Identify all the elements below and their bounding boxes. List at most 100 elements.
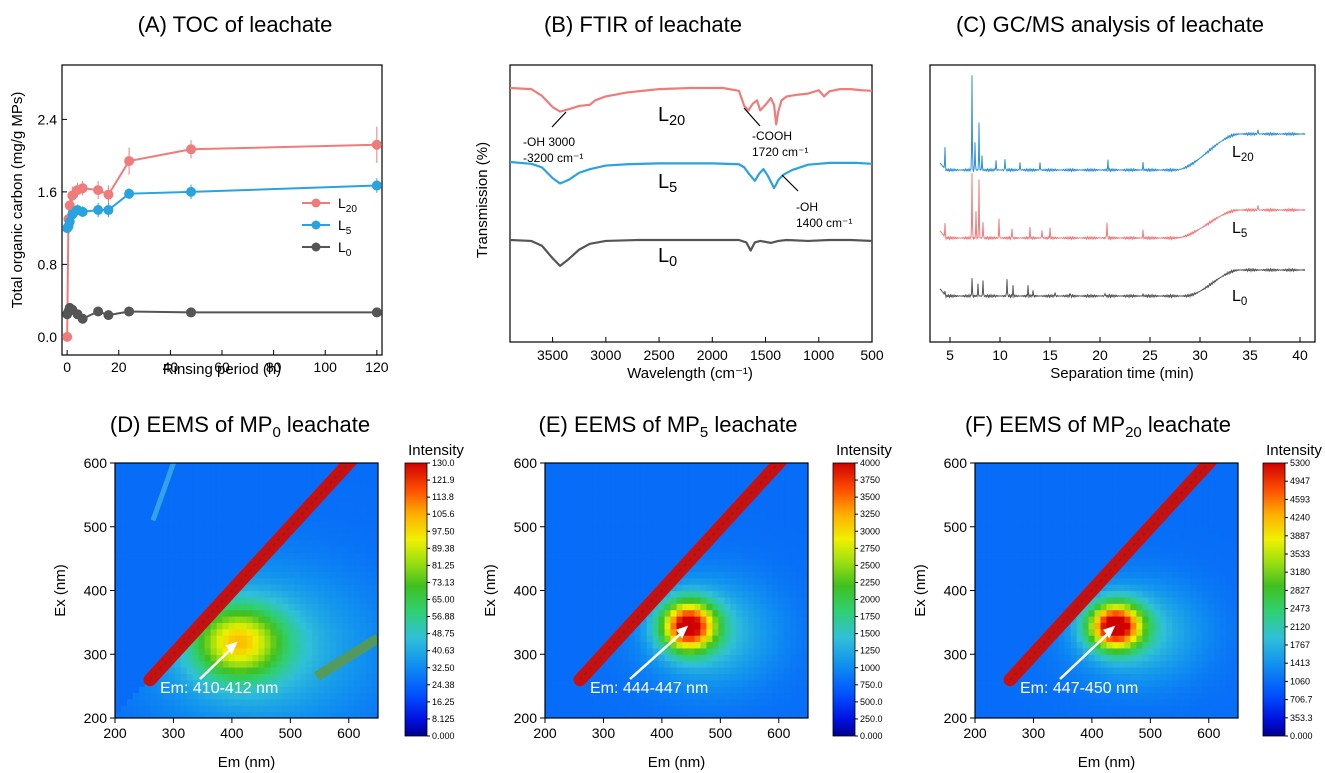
heatmap-cell xyxy=(760,686,767,694)
heatmap-cell xyxy=(258,539,266,547)
heatmap-cell xyxy=(1004,469,1012,477)
heatmap-cell xyxy=(754,698,761,706)
heatmap-cell xyxy=(138,514,146,521)
heatmap-cell xyxy=(144,552,152,560)
heatmap-cell xyxy=(192,711,200,718)
heatmap-cell xyxy=(640,711,648,718)
heatmap-cell xyxy=(1106,501,1114,509)
heatmap-cell xyxy=(192,469,200,477)
heatmap-cell xyxy=(1124,628,1132,636)
heatmap-cell xyxy=(1028,507,1036,515)
heatmap-cell xyxy=(550,628,558,636)
heatmap-cell xyxy=(1064,628,1072,636)
data-point xyxy=(124,306,135,317)
heatmap-cell xyxy=(372,463,378,470)
heatmap-cell xyxy=(748,520,755,528)
heatmap-cell xyxy=(1094,660,1102,668)
heatmap-cell xyxy=(246,482,254,490)
heatmap-cell xyxy=(736,635,743,643)
heatmap-cell xyxy=(766,571,773,579)
heatmap-cell xyxy=(664,647,672,655)
heatmap-cell xyxy=(604,628,612,636)
heatmap-cell xyxy=(168,494,176,502)
heatmap-cell xyxy=(634,603,642,611)
heatmap-cell xyxy=(258,533,266,541)
heatmap-cell xyxy=(294,488,301,496)
heatmap-cell xyxy=(1064,463,1072,470)
heatmap-cell xyxy=(318,590,325,598)
heatmap-cell xyxy=(1022,622,1030,630)
heatmap-cell xyxy=(718,577,725,585)
heatmap-cell xyxy=(252,488,260,496)
heatmap-cell xyxy=(574,622,582,630)
heatmap-cell xyxy=(276,667,283,674)
heatmap-cell xyxy=(682,679,690,687)
heatmap-cell xyxy=(312,641,319,649)
heatmap-cell xyxy=(754,673,761,681)
heatmap-cell xyxy=(622,660,630,668)
heatmap-cell xyxy=(354,686,361,694)
heatmap-cell xyxy=(186,565,194,572)
heatmap-cell xyxy=(664,705,672,713)
heatmap-cell xyxy=(366,711,373,718)
heatmap-cell xyxy=(802,539,808,547)
heatmap-cell xyxy=(138,596,146,604)
heatmap-cell xyxy=(306,526,313,534)
heatmap-cell xyxy=(180,686,188,694)
heatmap-cell xyxy=(354,667,361,674)
heatmap-cell xyxy=(1052,526,1060,534)
heatmap-cell xyxy=(784,488,791,496)
heatmap-cell xyxy=(736,667,743,674)
heatmap-cell xyxy=(282,609,289,617)
heatmap-cell xyxy=(1082,673,1090,681)
heatmap-cell xyxy=(306,558,313,566)
heatmap-cell xyxy=(126,501,134,509)
colorbar-label: 65.00 xyxy=(432,595,455,605)
heatmap-cell xyxy=(198,596,206,604)
heatmap-cell xyxy=(580,692,588,700)
heatmap-cell xyxy=(562,558,570,566)
heatmap-cell xyxy=(574,628,582,636)
heatmap-cell xyxy=(174,616,182,623)
heatmap-cell xyxy=(550,488,558,496)
heatmap-cell xyxy=(670,533,678,541)
heatmap-cell xyxy=(1034,488,1042,496)
heatmap-cell xyxy=(670,507,678,515)
heatmap-cell xyxy=(372,533,378,541)
heatmap-cell xyxy=(748,469,755,477)
heatmap-cell xyxy=(640,526,648,534)
heatmap-cell xyxy=(276,654,283,662)
heatmap-cell xyxy=(258,565,266,572)
heatmap-cell xyxy=(1082,692,1090,700)
heatmap-cell xyxy=(664,711,672,718)
heatmap-cell xyxy=(724,692,731,700)
heatmap-cell xyxy=(622,494,630,502)
heatmap-cell xyxy=(670,705,678,713)
heatmap-cell xyxy=(676,698,684,706)
heatmap-cell xyxy=(312,711,319,718)
heatmap-cell xyxy=(1040,494,1048,502)
heatmap-cell xyxy=(628,698,636,706)
heatmap-cell xyxy=(646,654,654,662)
heatmap-cell xyxy=(545,705,552,713)
heatmap-cell xyxy=(306,577,313,585)
heatmap-cell xyxy=(718,616,725,623)
heatmap-cell xyxy=(760,488,767,496)
heatmap-cell xyxy=(616,686,624,694)
heatmap-cell xyxy=(174,565,182,572)
heatmap-cell xyxy=(778,552,785,560)
heatmap-cell xyxy=(366,552,373,560)
heatmap-cell xyxy=(604,507,612,515)
heatmap-cell xyxy=(598,520,606,528)
heatmap-cell xyxy=(766,590,773,598)
heatmap-cell xyxy=(688,507,696,515)
heatmap-cell xyxy=(598,475,606,483)
heatmap-cell xyxy=(616,577,624,585)
heatmap-cell xyxy=(1016,584,1024,592)
heatmap-cell xyxy=(1052,545,1060,553)
heatmap-cell xyxy=(748,628,755,636)
heatmap-cell xyxy=(342,565,349,572)
heatmap-cell xyxy=(592,507,600,515)
heatmap-cell xyxy=(342,686,349,694)
heatmap-cell xyxy=(186,463,194,470)
